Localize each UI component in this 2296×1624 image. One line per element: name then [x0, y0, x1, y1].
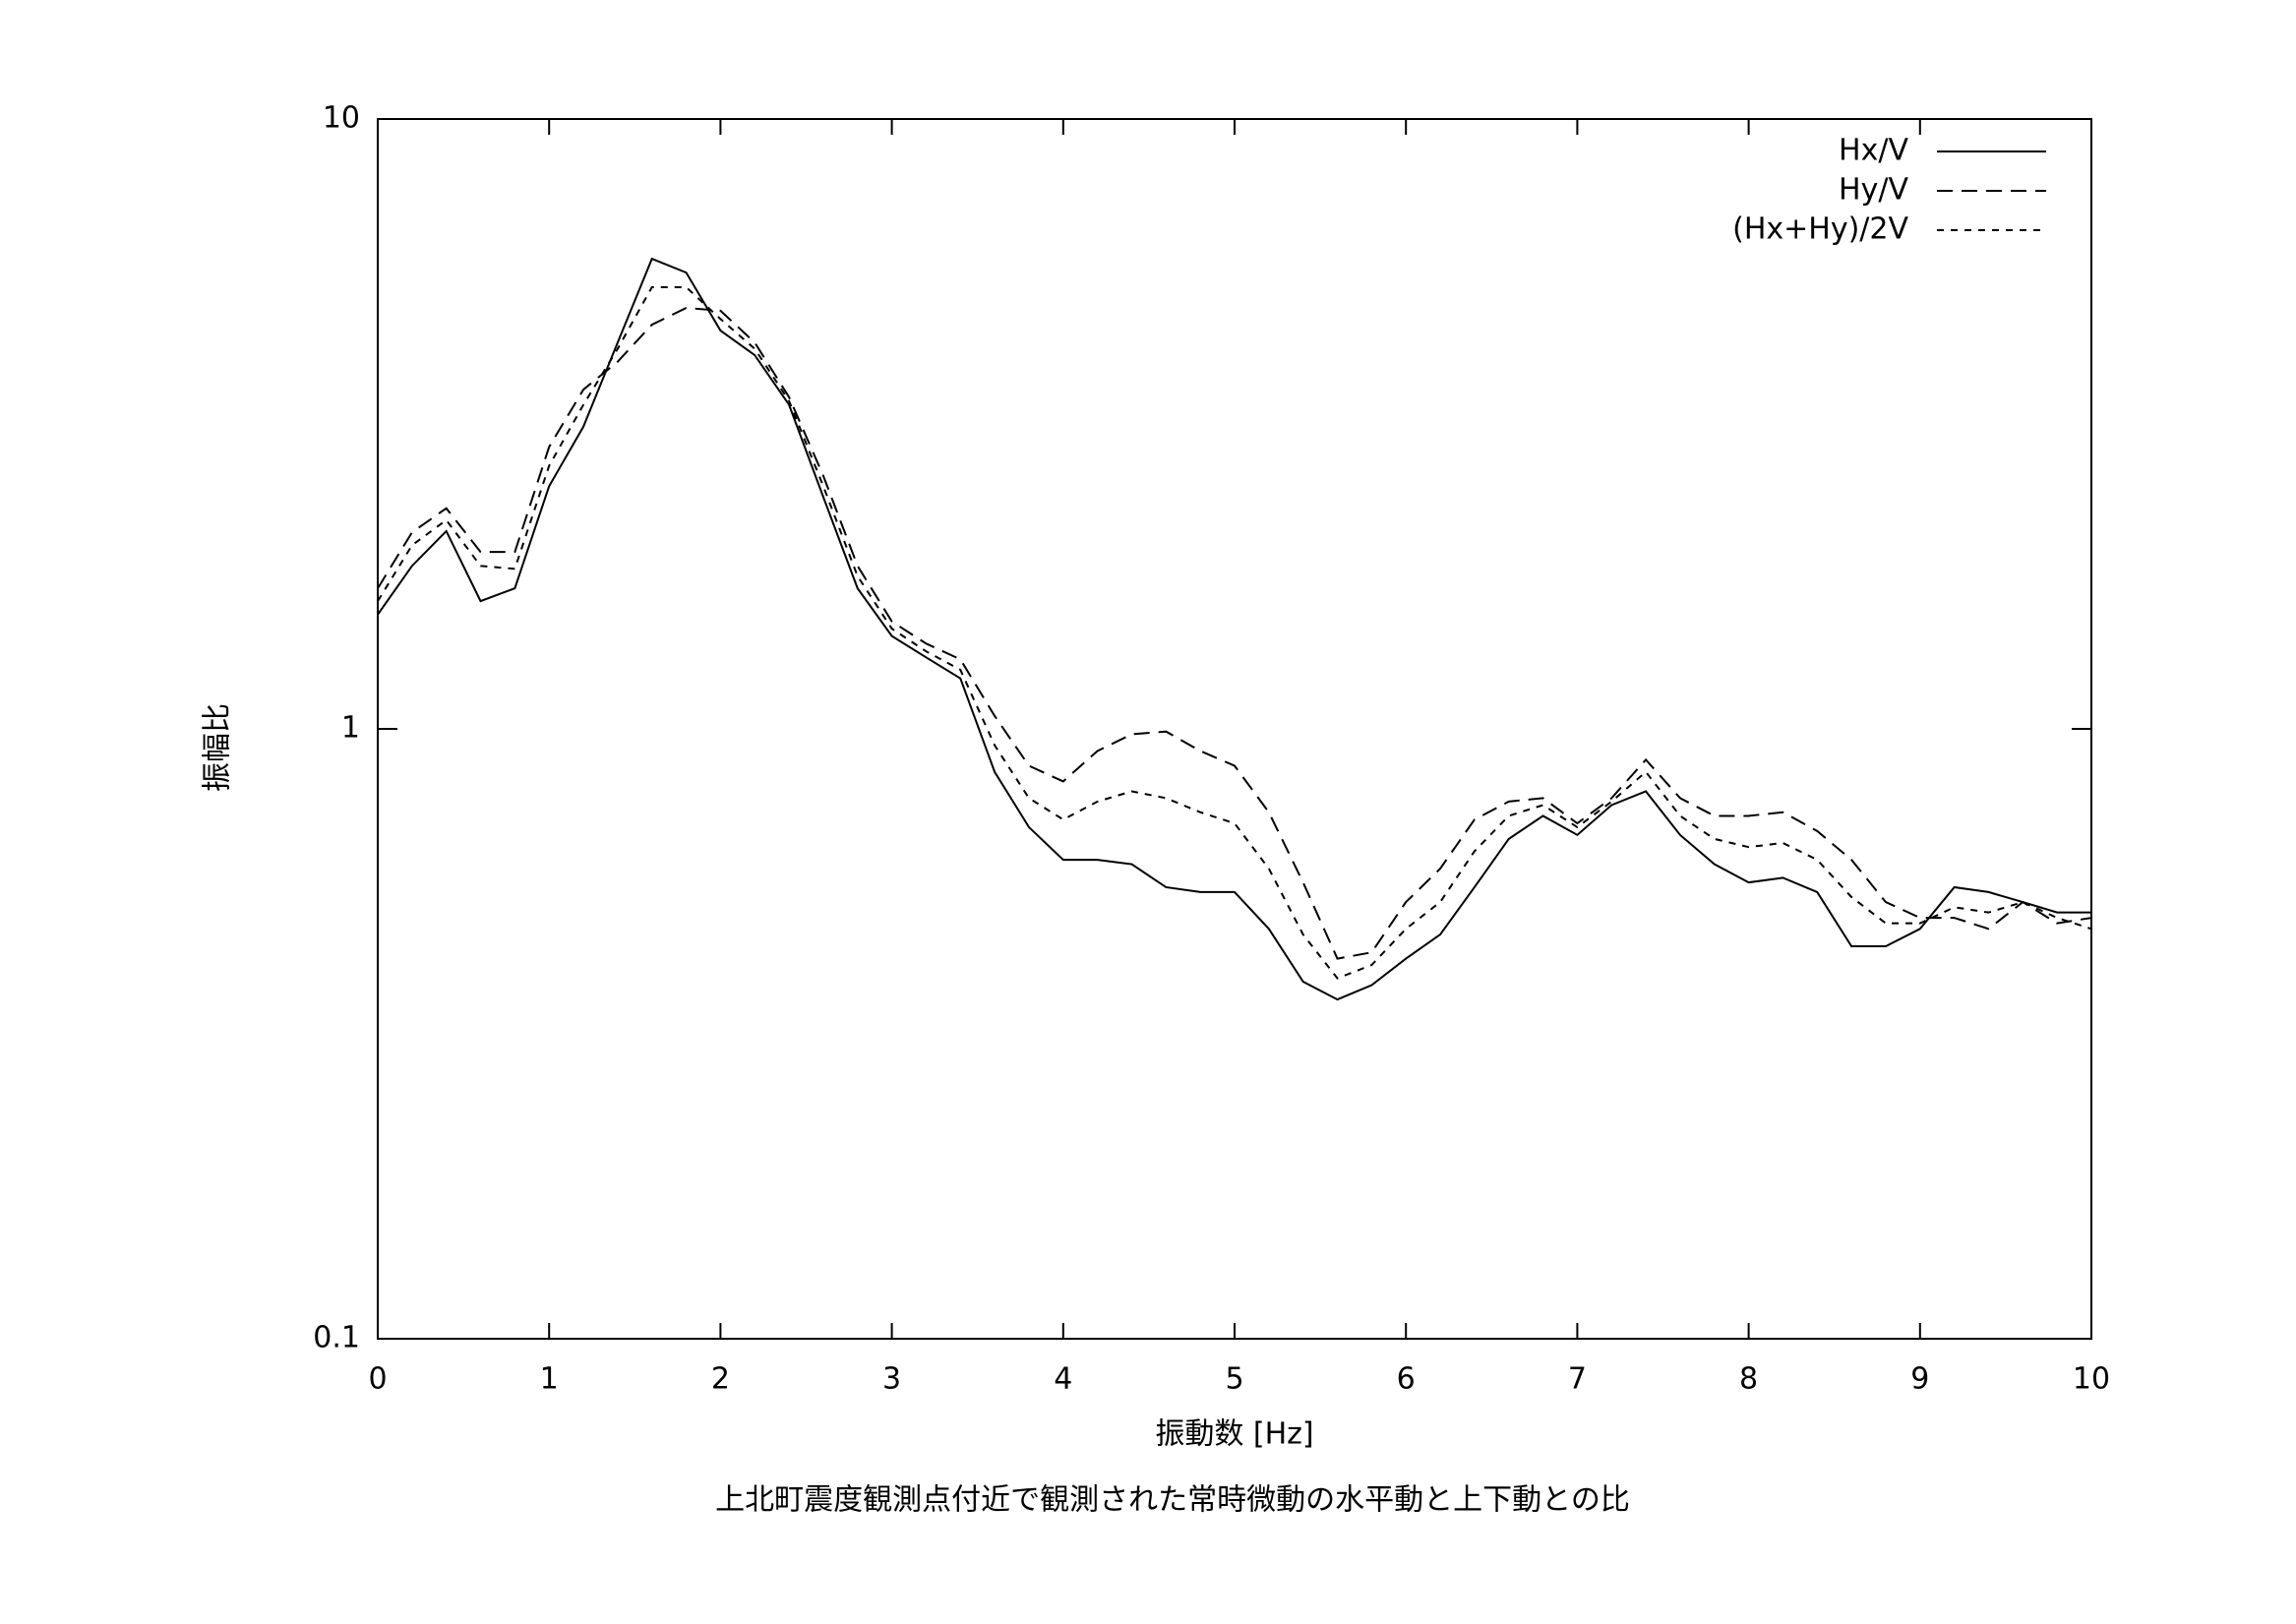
x-tick-label: 7: [1568, 1362, 1587, 1397]
x-tick-label: 9: [1910, 1362, 1929, 1397]
x-tick-label: 10: [2073, 1362, 2110, 1397]
series-line: [377, 257, 2091, 1001]
legend-label: Hy/V: [1839, 173, 1908, 208]
x-tick-label: 5: [1225, 1362, 1243, 1397]
x-tick-label: 3: [882, 1362, 901, 1397]
series-line: [377, 285, 2092, 980]
y-axis-label: 振幅比: [201, 703, 235, 792]
caption: 上北町震度観測点付近で観測された常時微動の水平動と上下動との比: [715, 1483, 1630, 1518]
x-tick-label: 0: [368, 1362, 387, 1397]
y-tick-label: 10: [323, 101, 360, 136]
x-tick-label: 6: [1397, 1362, 1416, 1397]
legend-label: (Hx+Hy)/2V: [1732, 212, 1908, 247]
x-tick-label: 4: [1054, 1362, 1072, 1397]
y-tick-label: 0.1: [313, 1321, 360, 1355]
x-tick-label: 8: [1739, 1362, 1758, 1397]
y-tick-label: 1: [341, 711, 360, 746]
x-axis-label: 振動数 [Hz]: [1155, 1417, 1313, 1452]
x-tick-label: 2: [711, 1362, 730, 1397]
x-tick-label: 1: [540, 1362, 559, 1397]
legend-label: Hx/V: [1839, 134, 1908, 168]
series-line: [377, 307, 2092, 960]
